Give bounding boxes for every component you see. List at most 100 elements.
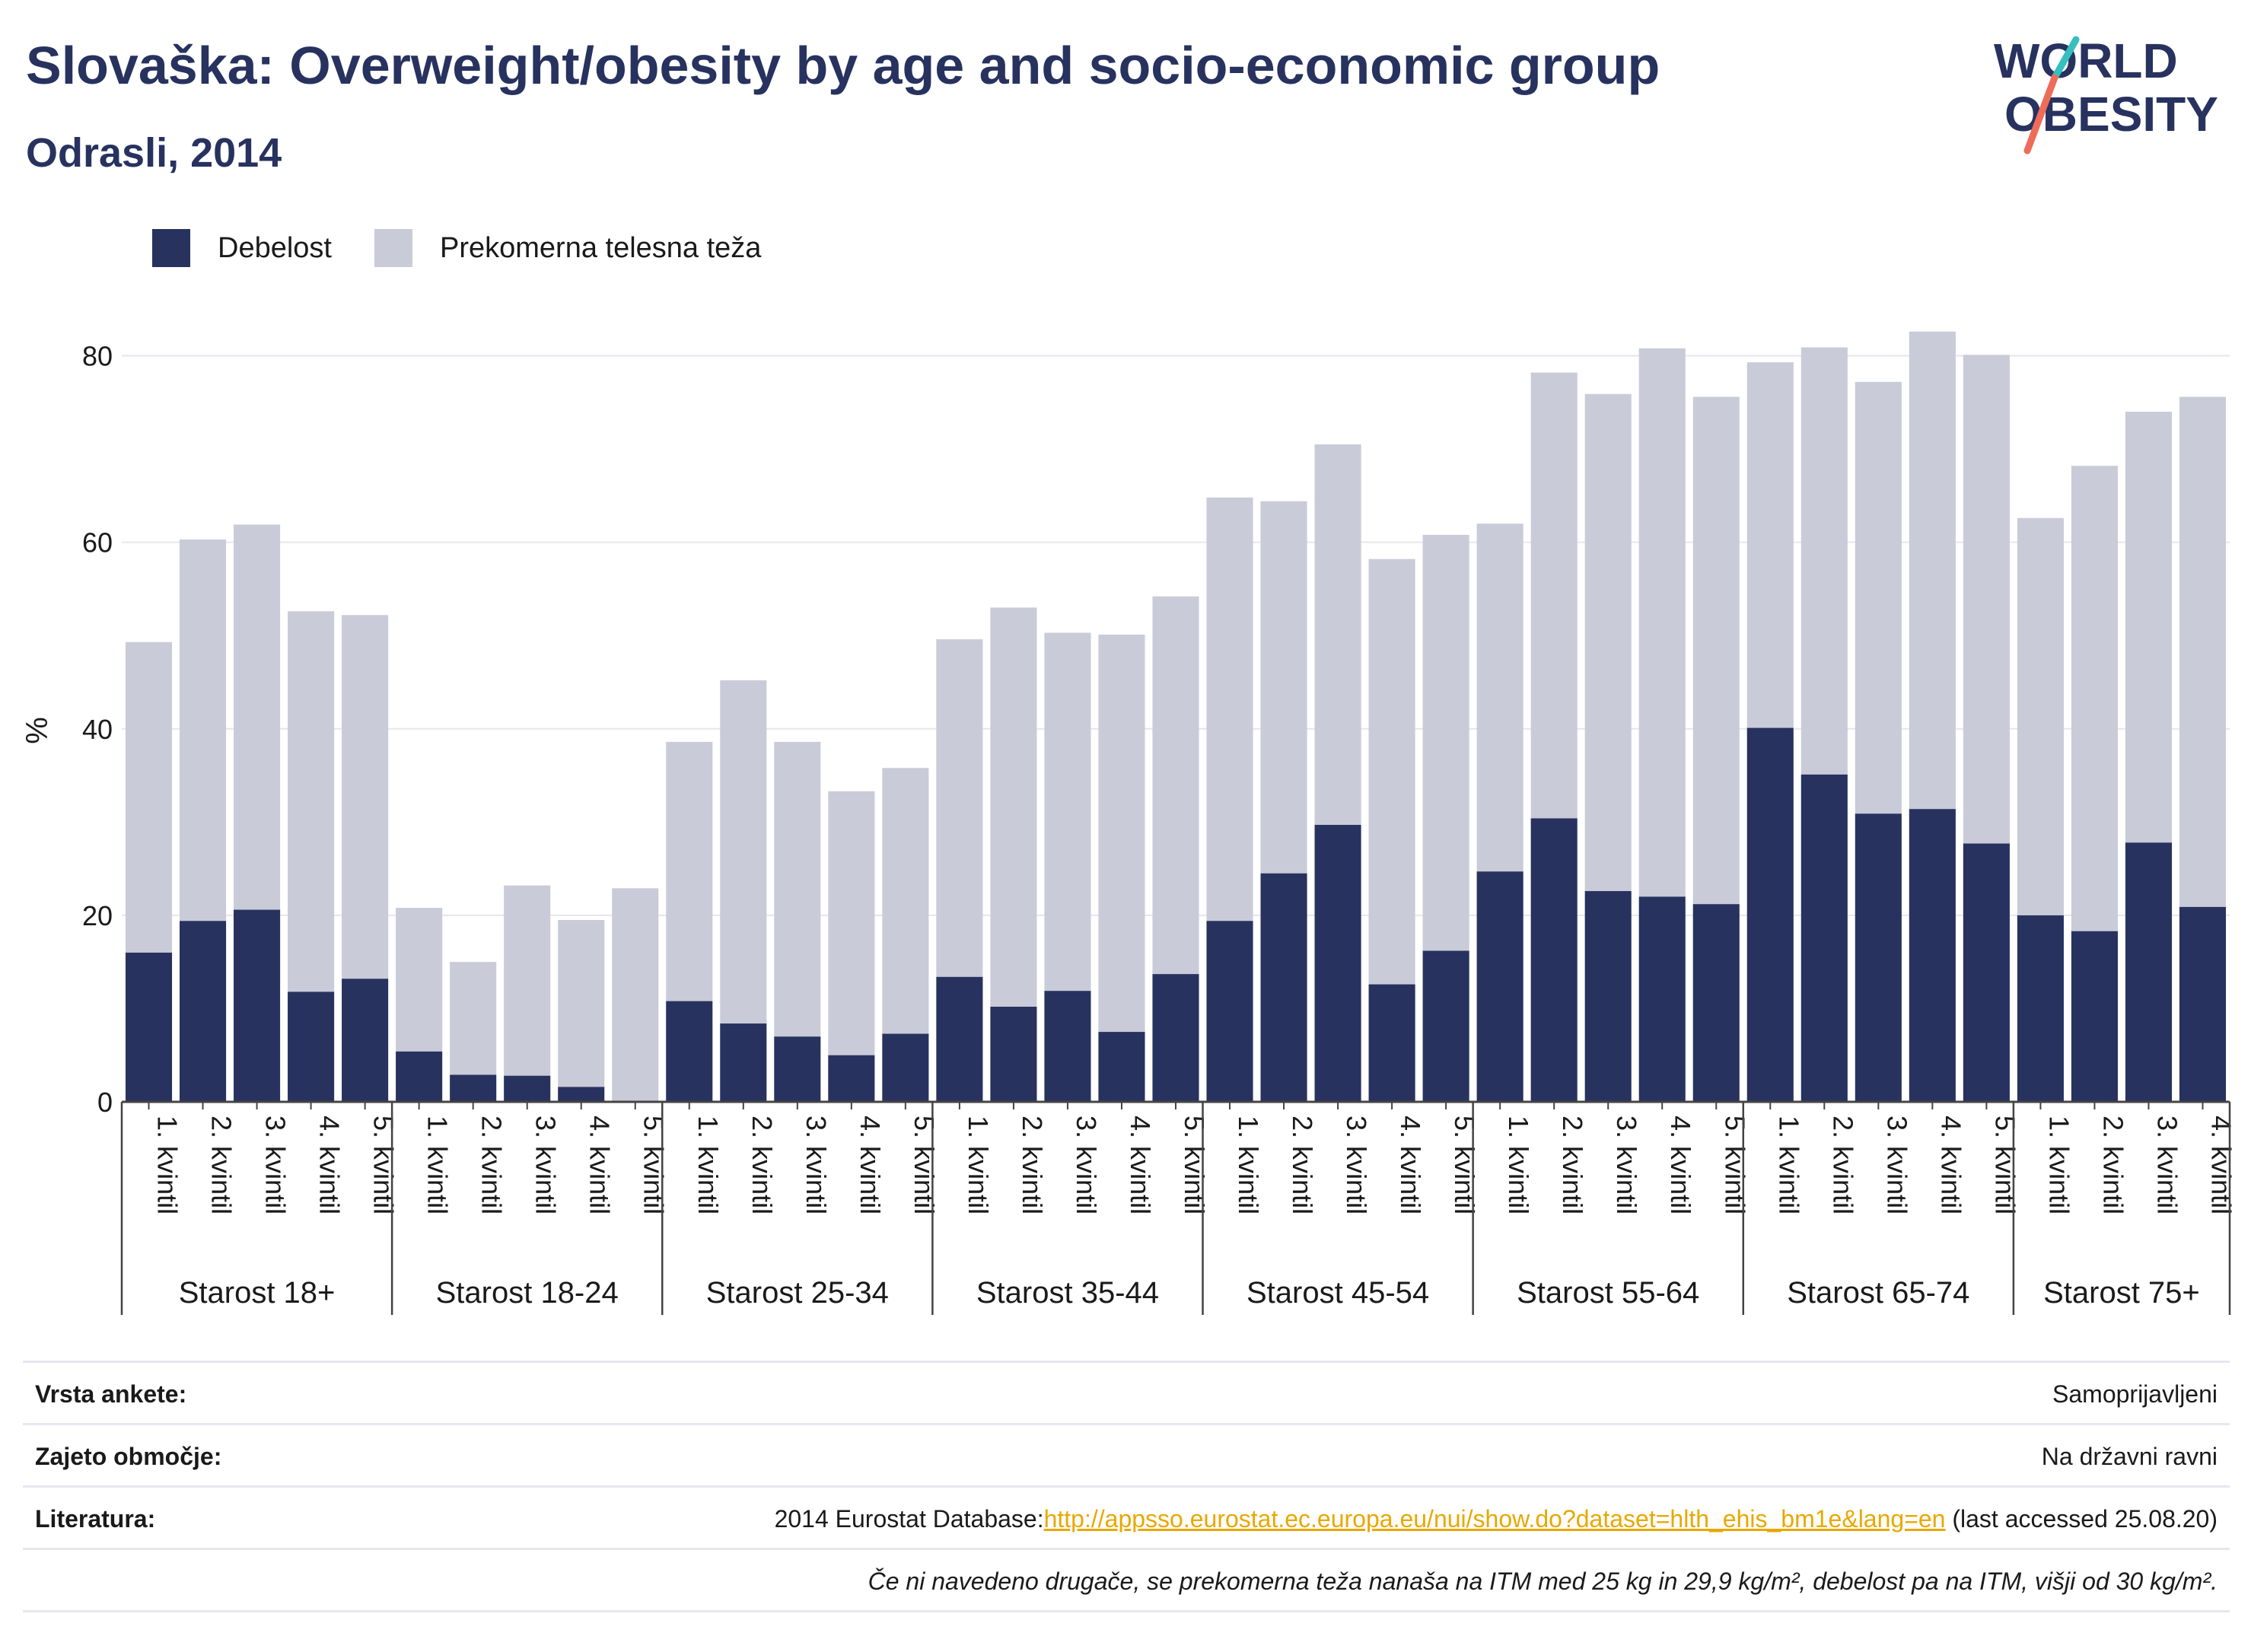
x-tick-label: 3. kvintil <box>801 1116 832 1214</box>
y-tick-label: 80 <box>82 341 113 372</box>
bar-overweight <box>882 768 929 1034</box>
bar-obesity <box>1368 984 1415 1102</box>
bar-overweight <box>1855 381 1902 814</box>
x-tick-label: 3. kvintil <box>260 1116 291 1214</box>
bar-obesity <box>1855 813 1902 1102</box>
x-tick-label: 5. kvintil <box>1719 1116 1750 1214</box>
bar-overweight <box>1530 372 1578 819</box>
bar-obesity <box>1584 891 1632 1102</box>
page-subtitle: Odrasli, 2014 <box>26 130 282 176</box>
x-tick-label: 2. kvintil <box>747 1116 778 1214</box>
bar-overweight <box>990 607 1037 1007</box>
bar-obesity <box>2017 915 2064 1102</box>
legend-item-obesity[interactable]: Debelost <box>152 229 332 267</box>
bar-obesity <box>1692 904 1740 1102</box>
x-tick-label: 4. kvintil <box>1665 1116 1696 1214</box>
definition-note: Če ni navedeno drugače, se prekomerna te… <box>868 1567 2218 1595</box>
x-tick-label: 4. kvintil <box>2205 1116 2237 1214</box>
logo-slash-teal <box>2051 36 2080 81</box>
literature-link[interactable]: http://appsso.eurostat.ec.europa.eu/nui/… <box>1043 1504 1946 1533</box>
x-tick-label: 3. kvintil <box>2151 1116 2183 1214</box>
x-tick-label: 3. kvintil <box>1881 1116 1912 1214</box>
bar-obesity <box>450 1074 497 1102</box>
meta-value: Na državni ravni <box>2041 1442 2218 1470</box>
bar-overweight <box>666 741 713 1001</box>
x-tick-label: 1. kvintil <box>1233 1116 1264 1214</box>
meta-label: Vrsta ankete: <box>35 1380 187 1408</box>
bar-obesity <box>1044 991 1091 1102</box>
x-tick-label: 5. kvintil <box>1179 1116 1210 1214</box>
x-tick-label: 2. kvintil <box>1557 1116 1588 1214</box>
group-label: Starost 75+ <box>2043 1276 2200 1310</box>
bar-overweight <box>504 885 551 1076</box>
x-tick-label: 2. kvintil <box>2097 1116 2128 1214</box>
bar-obesity <box>1206 921 1253 1102</box>
bar-overweight <box>1963 355 2010 844</box>
bar-overweight <box>612 888 659 1102</box>
legend-swatch-obesity <box>152 229 190 267</box>
bar-obesity <box>1098 1032 1145 1102</box>
legend-item-overweight[interactable]: Prekomerna telesna teža <box>374 229 761 267</box>
y-tick-label: 0 <box>97 1087 113 1118</box>
x-tick-label: 3. kvintil <box>1341 1116 1372 1214</box>
bar-obesity <box>1530 818 1578 1102</box>
bar-obesity <box>774 1036 821 1102</box>
y-tick-label: 20 <box>82 900 113 931</box>
bar-overweight <box>2071 466 2118 931</box>
bar-obesity <box>504 1075 551 1102</box>
meta-label: Zajeto območje: <box>35 1442 222 1470</box>
bar-obesity <box>1314 825 1361 1102</box>
x-tick-label: 1. kvintil <box>963 1116 994 1214</box>
meta-row-literature: Literatura: 2014 Eurostat Database:http:… <box>23 1485 2230 1550</box>
bar-overweight <box>1746 362 1794 728</box>
bar-overweight <box>1152 596 1199 975</box>
x-tick-label: 1. kvintil <box>1503 1116 1534 1214</box>
x-tick-label: 4. kvintil <box>1125 1116 1156 1214</box>
bar-obesity <box>1422 950 1469 1102</box>
x-tick-label: 2. kvintil <box>206 1116 237 1214</box>
bar-obesity <box>234 909 281 1102</box>
x-tick-label: 2. kvintil <box>476 1116 508 1214</box>
bar-obesity <box>1909 809 1956 1102</box>
bar-overweight <box>774 741 821 1037</box>
meta-row-survey-type: Vrsta ankete: Samoprijavljeni <box>23 1361 2230 1425</box>
group-label: Starost 18+ <box>179 1276 336 1310</box>
group-label: Starost 55-64 <box>1517 1276 1699 1310</box>
bar-obesity <box>1476 871 1523 1102</box>
page-title: Slovaška: Overweight/obesity by age and … <box>26 36 1660 95</box>
bar-overweight <box>1638 348 1686 897</box>
bar-overweight <box>125 641 173 953</box>
chart-legend: Debelost Prekomerna telesna teža <box>152 228 804 268</box>
bar-overweight <box>1314 444 1361 826</box>
legend-label-overweight: Prekomerna telesna teža <box>439 231 762 264</box>
bar-obesity <box>828 1055 875 1102</box>
x-tick-label: 1. kvintil <box>2043 1116 2074 1214</box>
x-tick-label: 1. kvintil <box>1773 1116 1804 1214</box>
bar-obesity <box>666 1001 713 1102</box>
bar-obesity <box>990 1006 1037 1102</box>
y-tick-label: 60 <box>82 527 113 559</box>
x-tick-label: 2. kvintil <box>1017 1116 1048 1214</box>
bar-obesity <box>882 1033 929 1102</box>
bar-obesity <box>1800 774 1848 1102</box>
group-label: Starost 65-74 <box>1787 1276 1969 1310</box>
bar-obesity <box>125 952 173 1102</box>
bar-obesity <box>1746 727 1794 1102</box>
x-tick-label: 2. kvintil <box>1827 1116 1858 1214</box>
bar-obesity <box>1963 843 2010 1102</box>
y-tick-label: 40 <box>82 714 113 745</box>
meta-row-note: Če ni navedeno drugače, se prekomerna te… <box>23 1548 2230 1612</box>
bar-overweight <box>2017 517 2064 915</box>
bar-overweight <box>342 615 389 979</box>
bar-overweight <box>1206 497 1253 921</box>
x-tick-label: 4. kvintil <box>584 1116 616 1214</box>
meta-label: Literatura: <box>35 1504 156 1533</box>
bar-overweight <box>1692 396 1740 905</box>
bar-overweight <box>1800 347 1848 775</box>
bar-obesity <box>288 992 335 1102</box>
bar-overweight <box>936 639 983 977</box>
logo-slash-coral <box>2023 74 2058 154</box>
x-tick-label: 4. kvintil <box>314 1116 345 1214</box>
literature-prefix: 2014 Eurostat Database: <box>774 1504 1044 1533</box>
x-tick-label: 4. kvintil <box>855 1116 886 1214</box>
